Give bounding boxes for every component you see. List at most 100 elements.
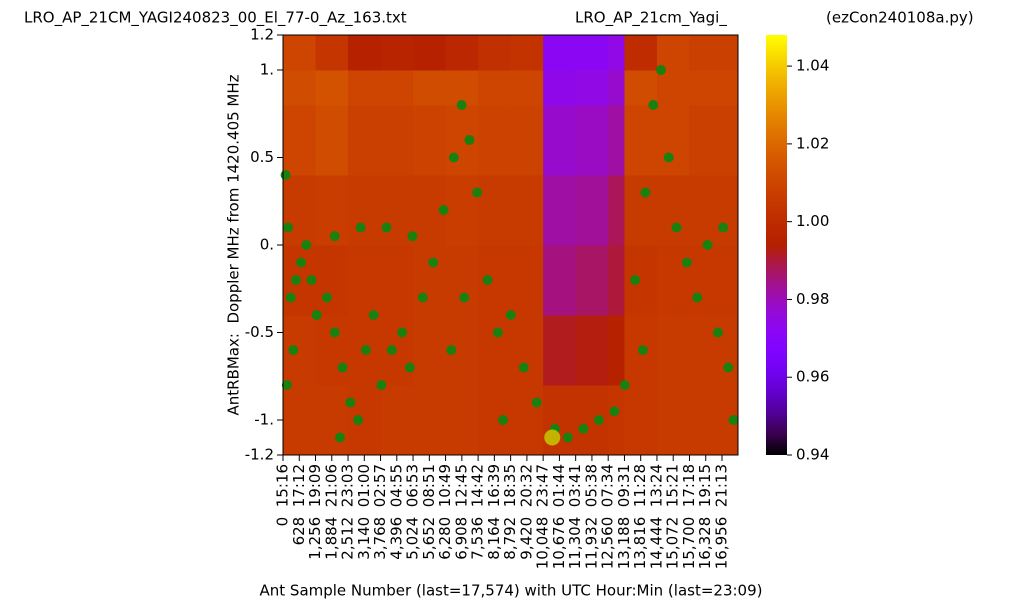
- heatmap-cell: [575, 175, 609, 246]
- scatter-point: [728, 415, 739, 425]
- scatter-point: [637, 345, 648, 355]
- x-tick-label: 4,396 04:55: [387, 464, 405, 560]
- heatmap-cell: [445, 70, 479, 106]
- heatmap-cell: [543, 385, 577, 456]
- heatmap-cell: [478, 70, 512, 106]
- heatmap-cell: [478, 105, 512, 176]
- x-tick-label: 12,560 07:34: [599, 464, 617, 569]
- heatmap-cell: [478, 35, 512, 71]
- y-tick-label: 0.: [260, 236, 274, 254]
- colorbar-tick-label: 0.98: [796, 290, 829, 308]
- scatter-point: [544, 429, 561, 446]
- scatter-point: [630, 275, 641, 285]
- x-tick-label: 6,280 10:49: [436, 464, 454, 560]
- heatmap-cell: [608, 35, 625, 71]
- heatmap-cell: [380, 315, 414, 386]
- heatmap-cell: [624, 175, 658, 246]
- scatter-point: [290, 275, 301, 285]
- scatter-point: [505, 310, 516, 320]
- heatmap-cell: [283, 175, 317, 246]
- scatter-point: [337, 362, 348, 373]
- script-name: (ezCon240108a.py): [826, 9, 974, 27]
- heatmap-cell: [656, 35, 690, 71]
- heatmap-cell: [656, 385, 690, 456]
- scatter-point: [464, 135, 475, 145]
- chart-title: LRO_AP_21CM_YAGI240823_00_El_77-0_Az_163…: [24, 9, 407, 28]
- colorbar-tick-label: 1.00: [796, 212, 829, 230]
- x-tick-label: 5,652 08:51: [420, 464, 438, 560]
- heatmap-cell: [510, 245, 544, 316]
- heatmap-cell: [608, 70, 625, 106]
- heatmap-cell: [380, 385, 414, 456]
- heatmap-cell: [348, 70, 382, 106]
- y-tick-label: -0.5: [245, 323, 274, 341]
- x-tick-label: 15,700 17:18: [680, 464, 698, 569]
- x-tick-label: 1,256 19:09: [306, 464, 324, 560]
- heatmap-cell: [348, 175, 382, 246]
- scatter-point: [671, 222, 682, 233]
- heatmap-cell: [380, 70, 414, 106]
- x-axis-label: Ant Sample Number (last=17,574) with UTC…: [260, 582, 763, 600]
- colorbar-tick-label: 0.96: [796, 368, 829, 386]
- scatter-point: [562, 432, 573, 443]
- scatter-point: [498, 415, 509, 425]
- x-tick-label: 11,932 05:38: [582, 464, 600, 569]
- heatmap-cell: [348, 105, 382, 176]
- x-tick-label: 13,816 11:28: [631, 464, 649, 569]
- colorbar: [766, 35, 787, 455]
- scatter-point: [353, 415, 364, 425]
- y-tick-label: 1.: [260, 61, 274, 79]
- x-tick-label: 10,676 01:44: [550, 464, 568, 569]
- heatmap-cell: [348, 35, 382, 71]
- heatmap-cell: [575, 245, 609, 316]
- scatter-point: [368, 310, 379, 320]
- scatter-point: [386, 345, 397, 355]
- y-tick-label: -1.: [254, 411, 274, 429]
- scatter-point: [283, 222, 294, 233]
- scatter-point: [428, 257, 439, 268]
- heatmap-cell: [315, 105, 349, 176]
- heatmap-cell: [689, 175, 739, 246]
- x-tick-label: 0 15:16: [274, 464, 292, 526]
- heatmap-cell: [283, 105, 317, 176]
- colorbar-tick-label: 1.04: [796, 57, 829, 75]
- scatter-point: [578, 423, 589, 434]
- scatter-point: [329, 327, 340, 338]
- scatter-point: [311, 310, 322, 320]
- heatmap-cell: [689, 70, 739, 106]
- scatter-point: [355, 222, 366, 233]
- colorbar-tick-label: 1.02: [796, 134, 829, 152]
- heatmap-cell: [510, 70, 544, 106]
- scatter-point: [438, 205, 449, 215]
- scatter-point: [407, 231, 418, 242]
- scatter-point: [492, 327, 503, 338]
- colorbar-tick-label: 0.94: [796, 446, 829, 464]
- scatter-point: [518, 362, 529, 373]
- scatter-point: [280, 170, 291, 180]
- scatter-point: [306, 275, 317, 285]
- heatmap-cell: [624, 245, 658, 316]
- heatmap-cell: [348, 245, 382, 316]
- heatmap-cell: [543, 70, 577, 106]
- x-tick-label: 8,792 18:35: [501, 464, 519, 560]
- scatter-point: [360, 345, 371, 355]
- y-tick-label: 1.2: [250, 26, 274, 44]
- x-tick-label: 5,024 06:53: [404, 464, 422, 560]
- x-tick-label: 2,512 23:03: [339, 464, 357, 560]
- x-tick-label: 15,072 15:21: [664, 464, 682, 569]
- heatmap-cell: [380, 105, 414, 176]
- heatmap-cell: [543, 175, 577, 246]
- scatter-point: [619, 380, 630, 390]
- x-tick-label: 6,908 12:45: [452, 464, 470, 560]
- heatmap-cell: [510, 35, 544, 71]
- heatmap-cell: [543, 105, 577, 176]
- heatmap-cell: [380, 35, 414, 71]
- heatmap-cell: [624, 385, 658, 456]
- scatter-point: [723, 362, 734, 373]
- heatmap-cell: [380, 245, 414, 316]
- x-tick-label: 3,768 02:57: [371, 464, 389, 560]
- heatmap-cell: [543, 315, 577, 386]
- x-tick-label: 16,328 19:15: [696, 464, 714, 569]
- scatter-point: [640, 187, 651, 198]
- scatter-point: [446, 345, 457, 355]
